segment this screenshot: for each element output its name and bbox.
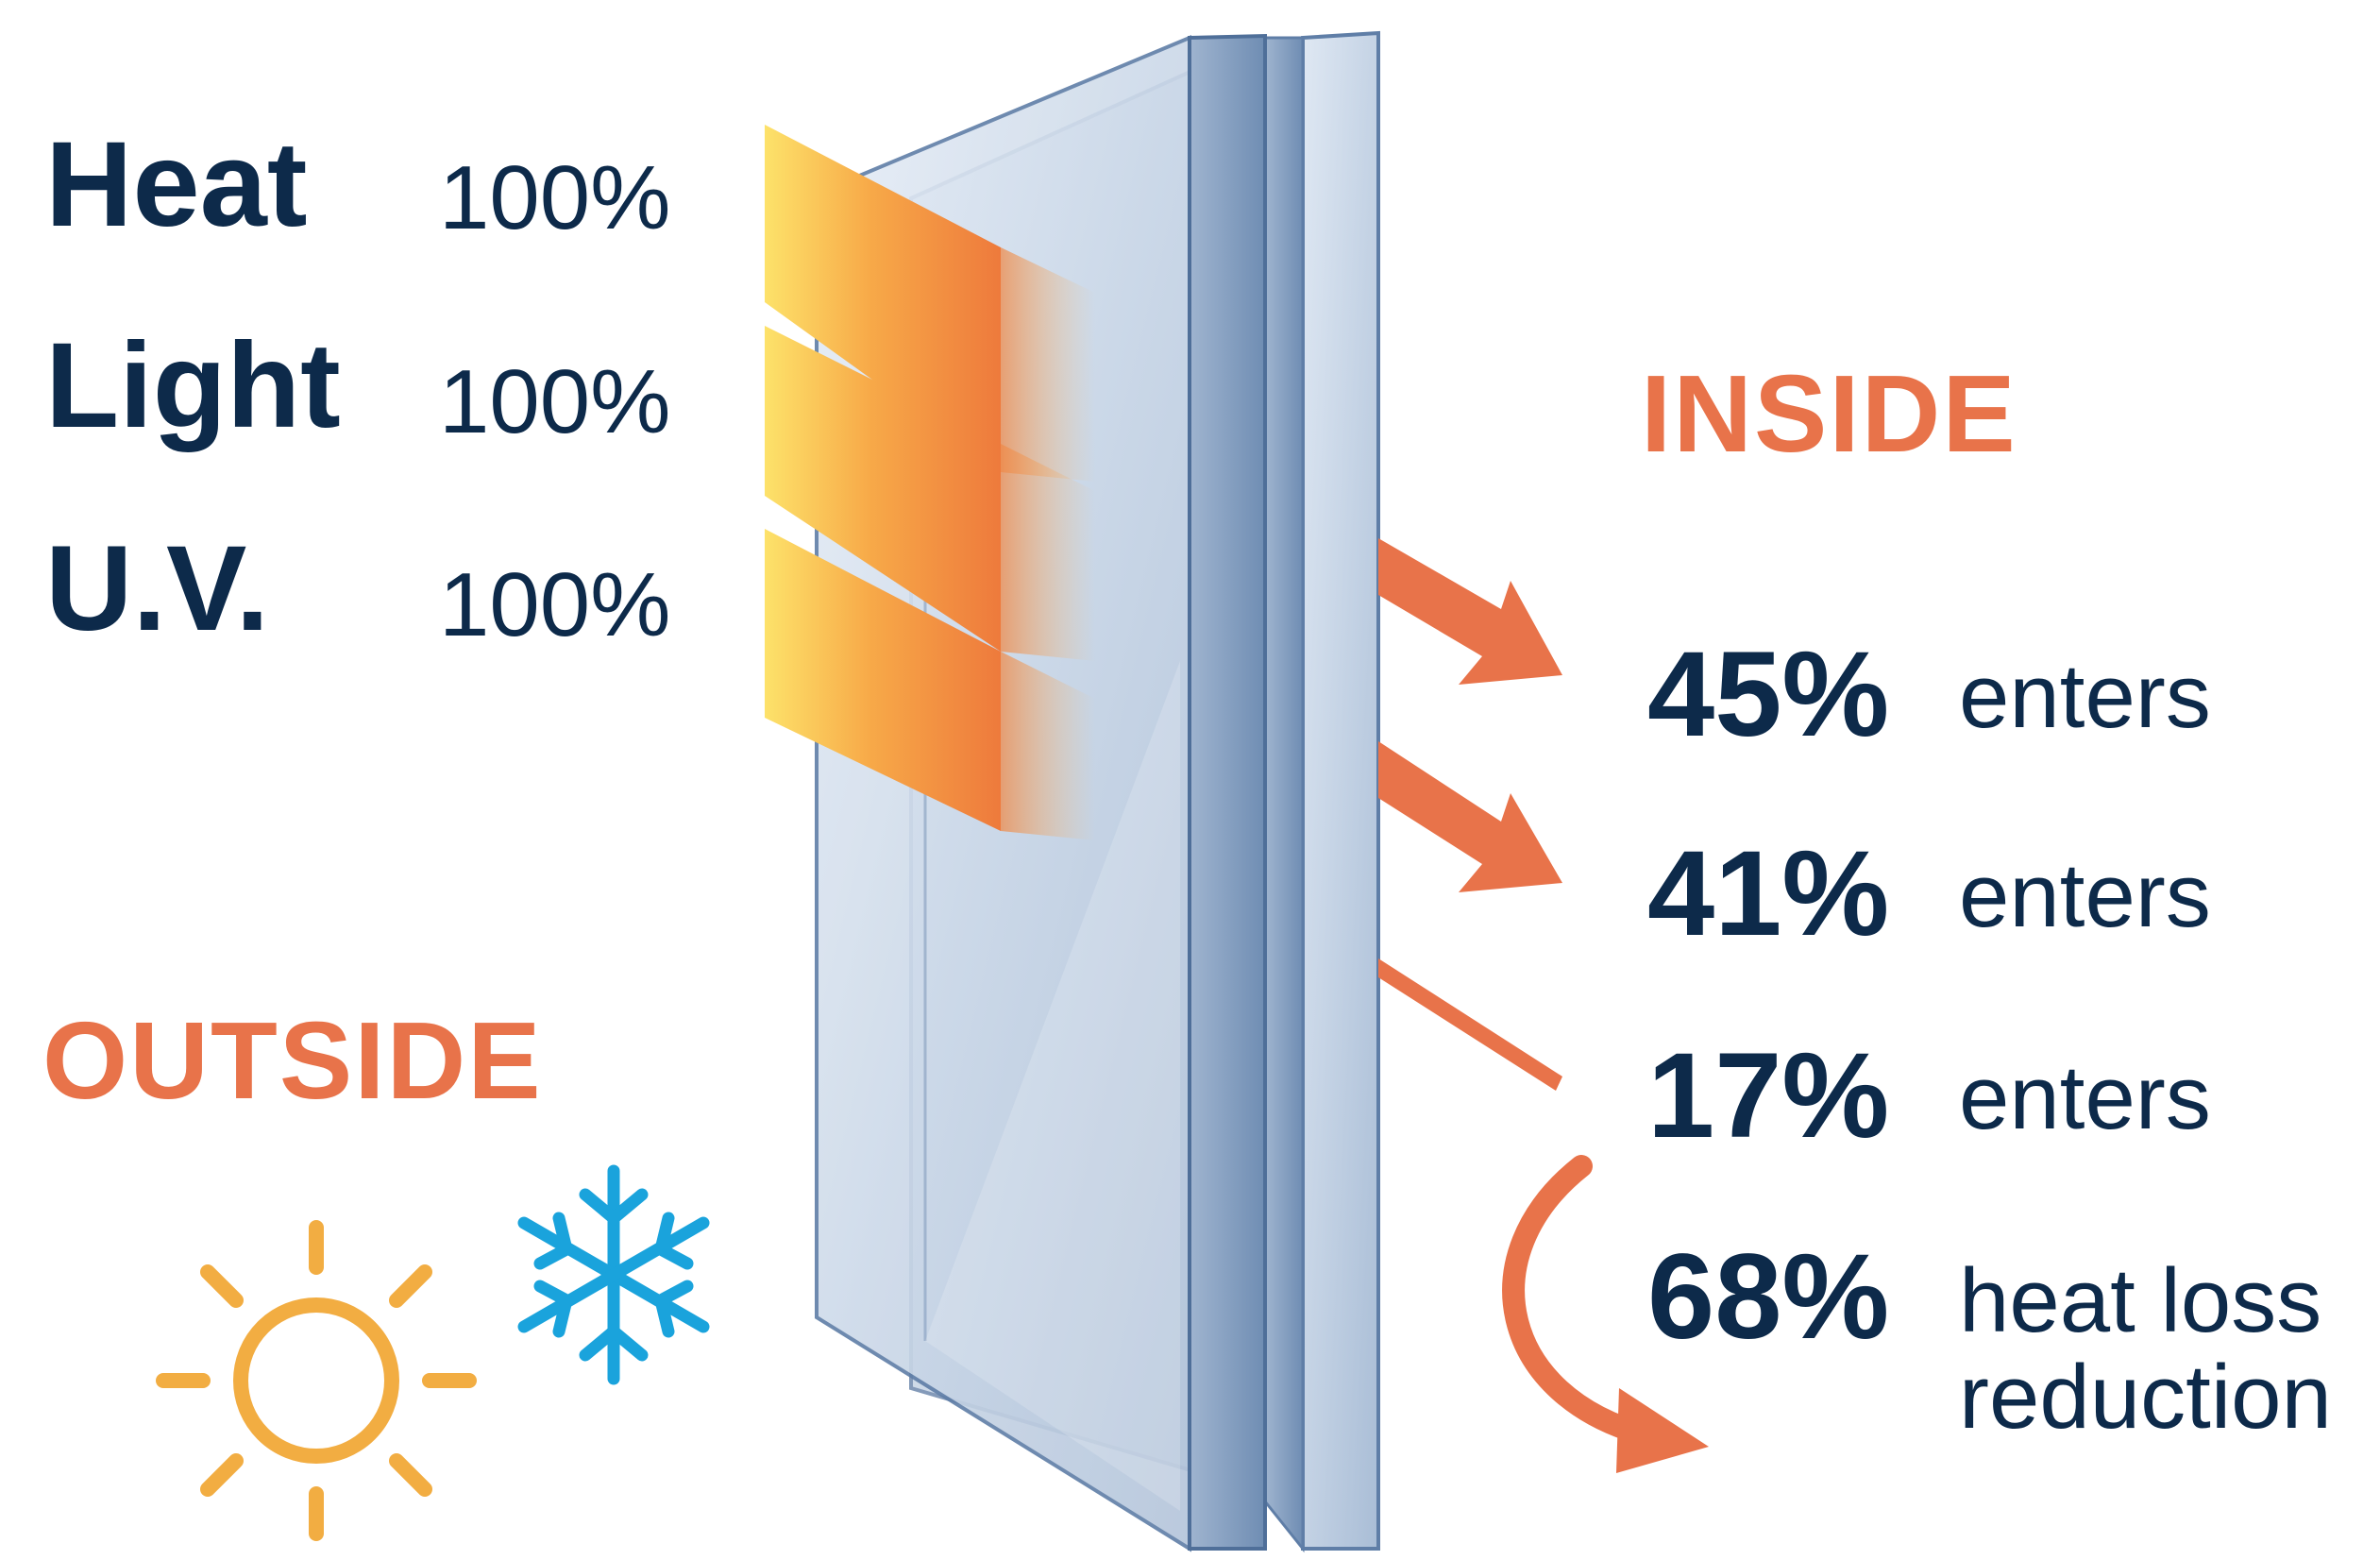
uv-percent: 100% (439, 554, 671, 655)
uv-arrow (1378, 958, 1562, 1091)
uv-enters-percent: 17% (1647, 1028, 1890, 1163)
light-label: Light (45, 318, 341, 453)
inside-label: INSIDE (1641, 352, 2017, 475)
uv-label: U.V. (45, 521, 270, 656)
light-enters-percent: 41% (1647, 826, 1890, 961)
heat-loss-label: heat loss (1959, 1250, 2322, 1351)
uv-enters-label: enters (1959, 1047, 2211, 1148)
incoming-radiation-bands (765, 125, 1095, 840)
light-percent: 100% (439, 351, 671, 452)
heat-loss-percent: 68% (1647, 1229, 1890, 1365)
heat-enters-percent: 45% (1647, 627, 1890, 762)
heat-loss-label-line2: reduction (1959, 1347, 2332, 1448)
heat-enters-label: enters (1959, 646, 2211, 747)
heat-percent: 100% (439, 147, 671, 248)
outgoing-arrows (1378, 538, 1562, 1091)
heat-loss-arrow (1502, 1155, 1709, 1473)
sun-icon (156, 1220, 477, 1541)
heat-arrow (1378, 538, 1562, 685)
light-arrow (1378, 741, 1562, 892)
light-enters-label: enters (1959, 845, 2211, 946)
snowflake-icon (517, 1164, 710, 1385)
outside-label: OUTSIDE (42, 999, 543, 1122)
heat-label: Heat (45, 117, 308, 252)
